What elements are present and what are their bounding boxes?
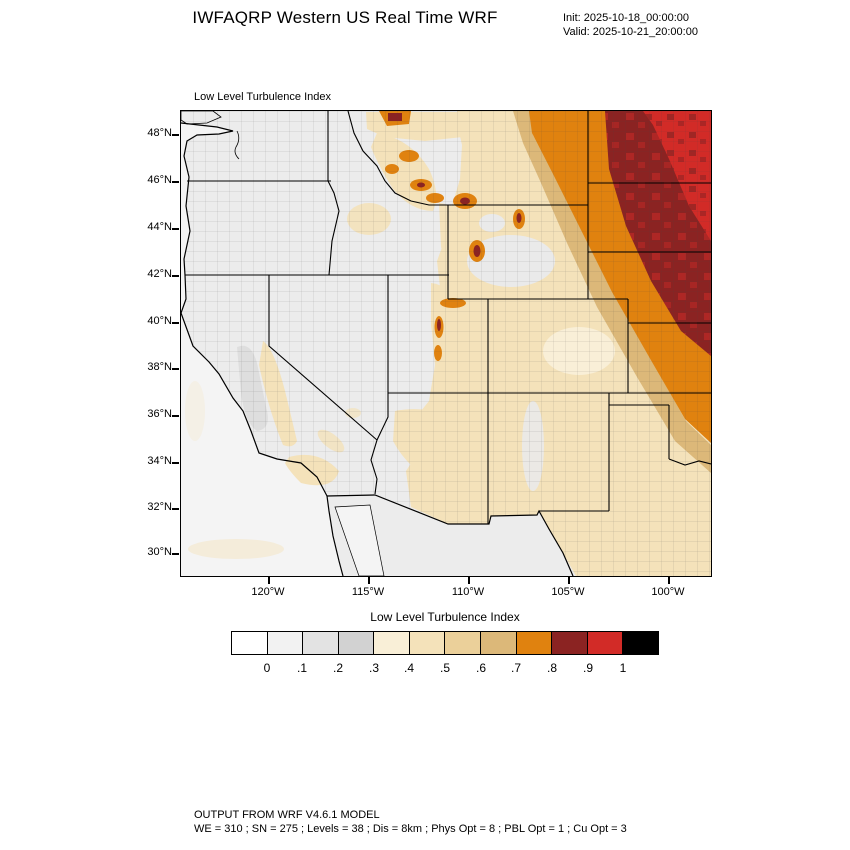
colorbar-cell bbox=[444, 631, 482, 655]
lat-axis-label: 34°N bbox=[147, 455, 172, 467]
gulf-of-california bbox=[334, 504, 385, 576]
run-time-info: Init: 2025-10-18_00:00:00 Valid: 2025-10… bbox=[563, 11, 698, 39]
lat-axis-label: 42°N bbox=[147, 268, 172, 280]
colorbar-cell bbox=[551, 631, 588, 655]
colorbar-title: Low Level Turbulence Index bbox=[370, 610, 520, 624]
lat-tick bbox=[172, 415, 179, 417]
footer-model-line: OUTPUT FROM WRF V4.6.1 MODEL bbox=[194, 809, 380, 821]
lon-tick bbox=[268, 576, 270, 584]
offshore-tan-patch bbox=[188, 539, 284, 559]
page-title: IWFAQRP Western US Real Time WRF bbox=[192, 8, 498, 27]
lon-axis-label: 110°W bbox=[451, 586, 485, 598]
colorbar-cell bbox=[480, 631, 517, 655]
colorbar-cell bbox=[515, 631, 553, 655]
offshore-tan-patch bbox=[185, 381, 205, 441]
colorbar-cell bbox=[266, 631, 304, 655]
pacific-ocean bbox=[181, 123, 343, 576]
valid-time-label: Valid: 2025-10-21_20:00:00 bbox=[563, 26, 698, 38]
colorbar-tick-label: .3 bbox=[368, 661, 379, 675]
lat-axis-label: 46°N bbox=[147, 174, 172, 186]
colorbar-tick-label: .6 bbox=[475, 661, 486, 675]
lon-axis-label: 115°W bbox=[351, 586, 385, 598]
lon-axis-label: 100°W bbox=[651, 586, 685, 598]
lat-tick bbox=[172, 368, 179, 370]
coastline-borders bbox=[181, 122, 574, 576]
lon-tick bbox=[668, 576, 670, 584]
lat-axis-label: 32°N bbox=[147, 501, 172, 513]
colorbar-tick-label: .5 bbox=[439, 661, 450, 675]
colorbar-cell bbox=[408, 631, 446, 655]
colorbar-cell bbox=[373, 631, 410, 655]
lat-tick bbox=[172, 322, 179, 324]
colorbar-tick-label: .1 bbox=[296, 661, 307, 675]
colorbar-cell bbox=[337, 631, 375, 655]
lat-tick bbox=[172, 228, 179, 230]
county-lines bbox=[181, 111, 711, 576]
map-frame bbox=[180, 110, 712, 577]
lat-tick bbox=[172, 134, 179, 136]
colorbar-tick-label: 0 bbox=[263, 661, 271, 675]
lon-tick bbox=[468, 576, 470, 584]
lat-axis-label: 30°N bbox=[147, 546, 172, 558]
colorbar-tick-label: .7 bbox=[510, 661, 521, 675]
colorbar-cell bbox=[622, 631, 659, 655]
colorbar-cells bbox=[231, 631, 659, 655]
colorbar-cell bbox=[231, 631, 268, 655]
lat-axis-label: 36°N bbox=[147, 408, 172, 420]
lat-axis-label: 44°N bbox=[147, 221, 172, 233]
footer-info: OUTPUT FROM WRF V4.6.1 MODEL WE = 310 ; … bbox=[194, 809, 627, 836]
map-subtitle: Low Level Turbulence Index bbox=[194, 91, 331, 103]
colorbar-tick-label: .9 bbox=[582, 661, 593, 675]
lat-tick bbox=[172, 462, 179, 464]
lat-axis-label: 40°N bbox=[147, 315, 172, 327]
colorbar-cell bbox=[302, 631, 339, 655]
lon-axis-label: 105°W bbox=[551, 586, 585, 598]
lat-tick bbox=[172, 181, 179, 183]
colorbar-tick-label: .2 bbox=[332, 661, 343, 675]
colorbar-tick-label: .8 bbox=[546, 661, 557, 675]
lon-tick bbox=[368, 576, 370, 584]
lon-tick bbox=[568, 576, 570, 584]
state-borders bbox=[185, 111, 711, 524]
init-time-label: Init: 2025-10-18_00:00:00 bbox=[563, 12, 689, 24]
lon-axis-label: 120°W bbox=[251, 586, 285, 598]
lat-tick bbox=[172, 553, 179, 555]
lat-axis-label: 38°N bbox=[147, 361, 172, 373]
colorbar-tick-label: .4 bbox=[403, 661, 414, 675]
footer-config-line: WE = 310 ; SN = 275 ; Levels = 38 ; Dis … bbox=[194, 822, 627, 835]
turbulence-map bbox=[181, 111, 711, 576]
colorbar-cell bbox=[586, 631, 624, 655]
colorbar-tick-label: 1 bbox=[619, 661, 627, 675]
lat-tick bbox=[172, 275, 179, 277]
lat-axis-label: 48°N bbox=[147, 127, 172, 139]
lat-tick bbox=[172, 508, 179, 510]
